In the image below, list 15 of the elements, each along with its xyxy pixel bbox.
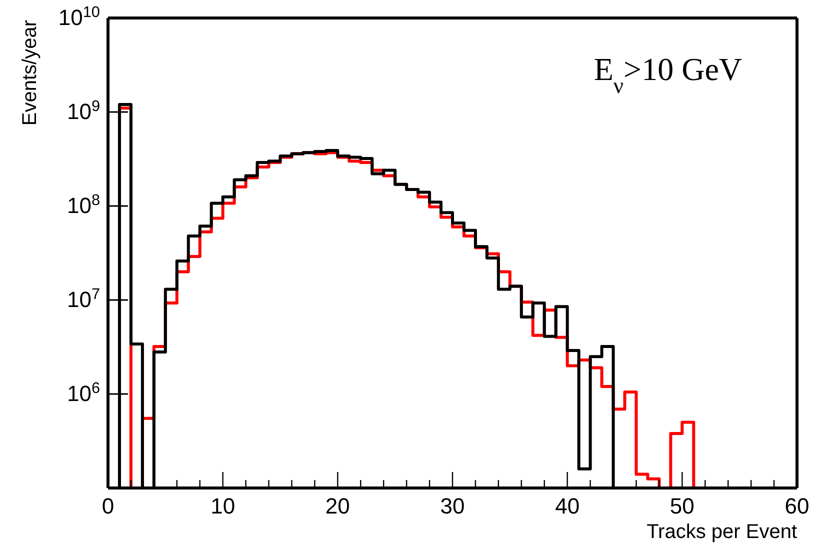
y-tick-label: 10$^{7}$ (66, 286, 100, 312)
x-tick-label: 10 (210, 494, 236, 519)
x-tick-label: 30 (440, 494, 465, 519)
x-tick-label: 60 (784, 494, 810, 519)
x-tick-label: 40 (555, 494, 580, 519)
y-tick-label: 10$^{8}$ (66, 192, 100, 218)
annotation: E$_{ν}$>10 GeV (594, 51, 742, 98)
x-axis-title: Tracks per Event (646, 521, 798, 543)
y-axis-title: Events/year (19, 20, 41, 126)
y-tick-label: 10$^{9}$ (66, 98, 100, 124)
y-tick-label: 10$^{10}$ (58, 4, 100, 30)
x-tick-label: 50 (670, 494, 694, 519)
x-tick-label: 0 (102, 494, 114, 519)
x-tick-label: 20 (325, 494, 350, 519)
y-tick-label: 10$^{6}$ (66, 380, 100, 406)
